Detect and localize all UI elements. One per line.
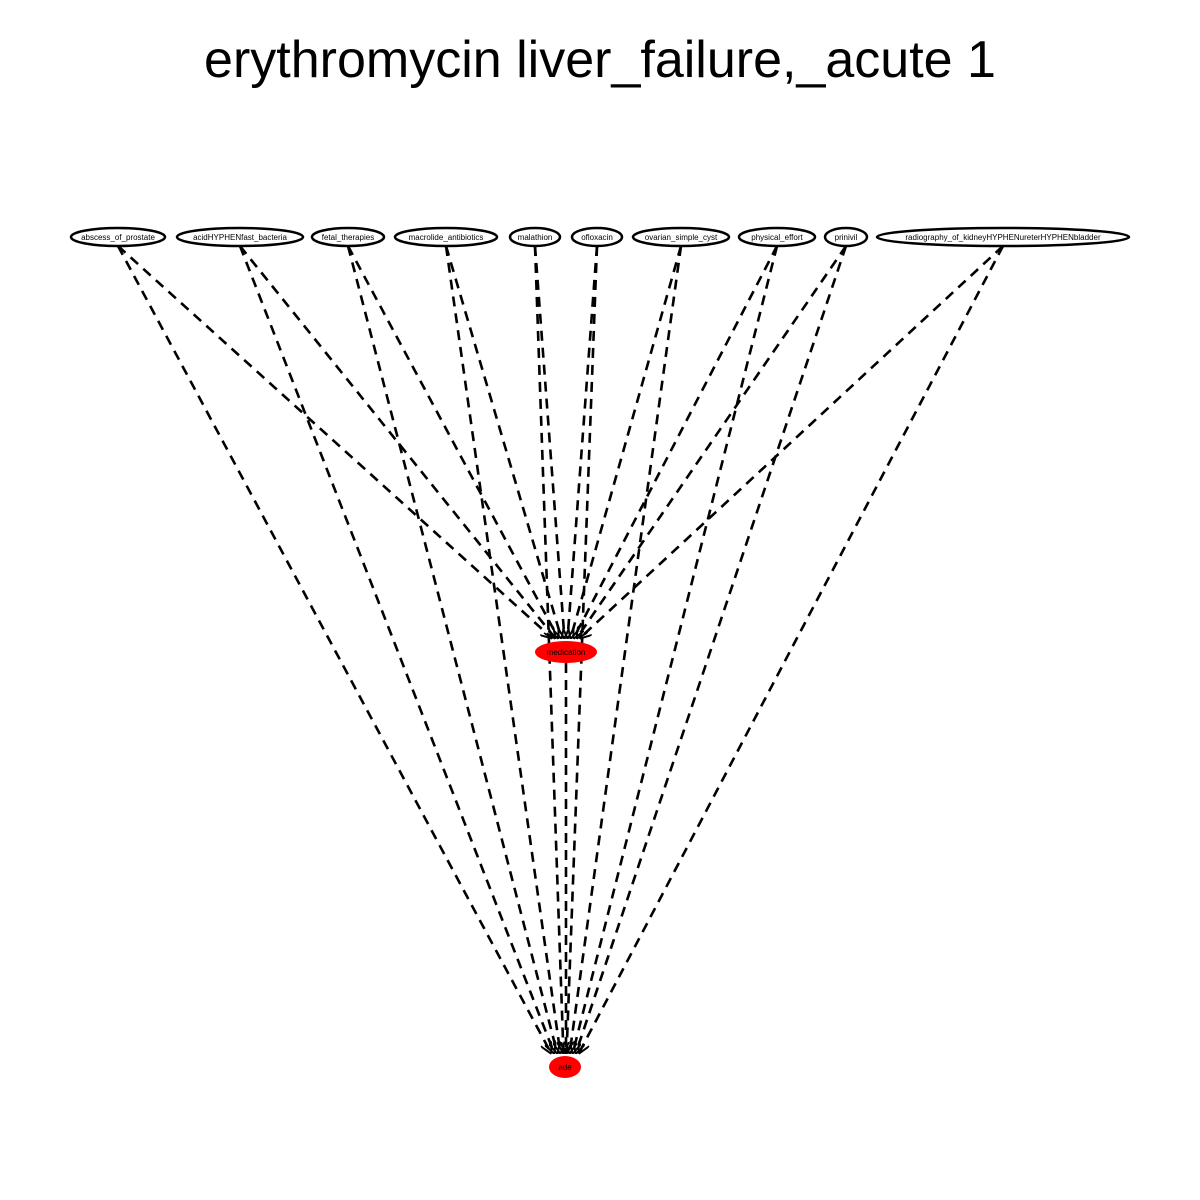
- node-acidhyphenfast-bacteria: acidHYPHENfast_bacteria: [175, 226, 305, 248]
- node-malathion-label: malathion: [518, 233, 553, 242]
- node-medication-label: medication: [547, 648, 586, 657]
- nodes-layer: abscess_of_prostate acidHYPHENfast_bacter…: [69, 226, 1131, 1078]
- node-radiography-of-kidneyhyphenureterhyphenbladder-label: radiography_of_kidneyHYPHENureterHYPHENb…: [905, 233, 1101, 242]
- node-fetal-therapies: fetal_therapies: [310, 226, 386, 248]
- edge-physical-effort-to-medication: [574, 245, 779, 638]
- edge-prinivil-to-ade: [576, 245, 848, 1053]
- node-ade: ade: [549, 1056, 581, 1078]
- node-physical-effort-label: physical_effort: [751, 233, 803, 242]
- node-ofloxacin-shape: [570, 226, 624, 248]
- node-radiography-of-kidneyhyphenureterhyphenbladder-shape: [875, 226, 1131, 248]
- node-ade-label: ade: [558, 1063, 572, 1072]
- edge-radiography-of-kidneyhyphenureterhyphenbladder-to-medication: [580, 245, 1004, 638]
- edges-layer: [116, 245, 1005, 1053]
- node-radiography-of-kidneyhyphenureterhyphenbladder: radiography_of_kidneyHYPHENureterHYPHENb…: [875, 226, 1131, 248]
- node-malathion-shape: [508, 226, 562, 248]
- node-abscess-of-prostate: abscess_of_prostate: [69, 226, 167, 248]
- edge-ovarian-simple-cyst-to-medication: [571, 245, 683, 638]
- edge-radiography-of-kidneyhyphenureterhyphenbladder-to-ade: [579, 245, 1005, 1053]
- node-physical-effort: physical_effort: [737, 226, 817, 248]
- node-macrolide-antibiotics: macrolide_antibiotics: [393, 226, 499, 248]
- edge-fetal-therapies-to-medication: [346, 245, 558, 638]
- node-ovarian-simple-cyst-label: ovarian_simple_cyst: [645, 233, 718, 242]
- node-prinivil-label: prinivil: [835, 233, 858, 242]
- node-acidhyphenfast-bacteria-shape: [175, 226, 305, 248]
- edge-prinivil-to-medication: [577, 245, 848, 638]
- edge-malathion-to-ade: [533, 245, 563, 1053]
- edge-fetal-therapies-to-ade: [346, 245, 557, 1053]
- edge-malathion-to-medication: [533, 245, 564, 638]
- edge-acidhyphenfast-bacteria-to-medication: [238, 245, 555, 638]
- edge-physical-effort-to-ade: [573, 245, 779, 1053]
- node-ovarian-simple-cyst: ovarian_simple_cyst: [631, 226, 731, 248]
- node-acidhyphenfast-bacteria-label: acidHYPHENfast_bacteria: [193, 233, 287, 242]
- graph-title: erythromycin liver_failure,_acute 1: [204, 31, 996, 89]
- edge-acidhyphenfast-bacteria-to-ade: [238, 245, 554, 1053]
- edge-abscess-of-prostate-to-medication: [117, 245, 552, 638]
- node-macrolide-antibiotics-label: macrolide_antibiotics: [409, 233, 484, 242]
- edge-ofloxacin-to-ade: [567, 245, 599, 1053]
- node-ade-shape: [549, 1056, 581, 1078]
- node-abscess-of-prostate-label: abscess_of_prostate: [81, 233, 155, 242]
- node-medication-shape: [535, 641, 597, 663]
- edge-ofloxacin-to-medication: [568, 245, 599, 638]
- node-fetal-therapies-shape: [310, 226, 386, 248]
- node-ofloxacin: ofloxacin: [570, 226, 624, 248]
- node-physical-effort-shape: [737, 226, 817, 248]
- edge-macrolide-antibiotics-to-medication: [444, 245, 561, 638]
- node-macrolide-antibiotics-shape: [393, 226, 499, 248]
- node-ovarian-simple-cyst-shape: [631, 226, 731, 248]
- node-ofloxacin-label: ofloxacin: [581, 233, 613, 242]
- node-fetal-therapies-label: fetal_therapies: [322, 233, 374, 242]
- node-medication: medication: [535, 641, 597, 663]
- node-malathion: malathion: [508, 226, 562, 248]
- node-prinivil: prinivil: [823, 226, 869, 248]
- node-abscess-of-prostate-shape: [69, 226, 167, 248]
- edge-abscess-of-prostate-to-ade: [116, 245, 551, 1053]
- node-prinivil-shape: [823, 226, 869, 248]
